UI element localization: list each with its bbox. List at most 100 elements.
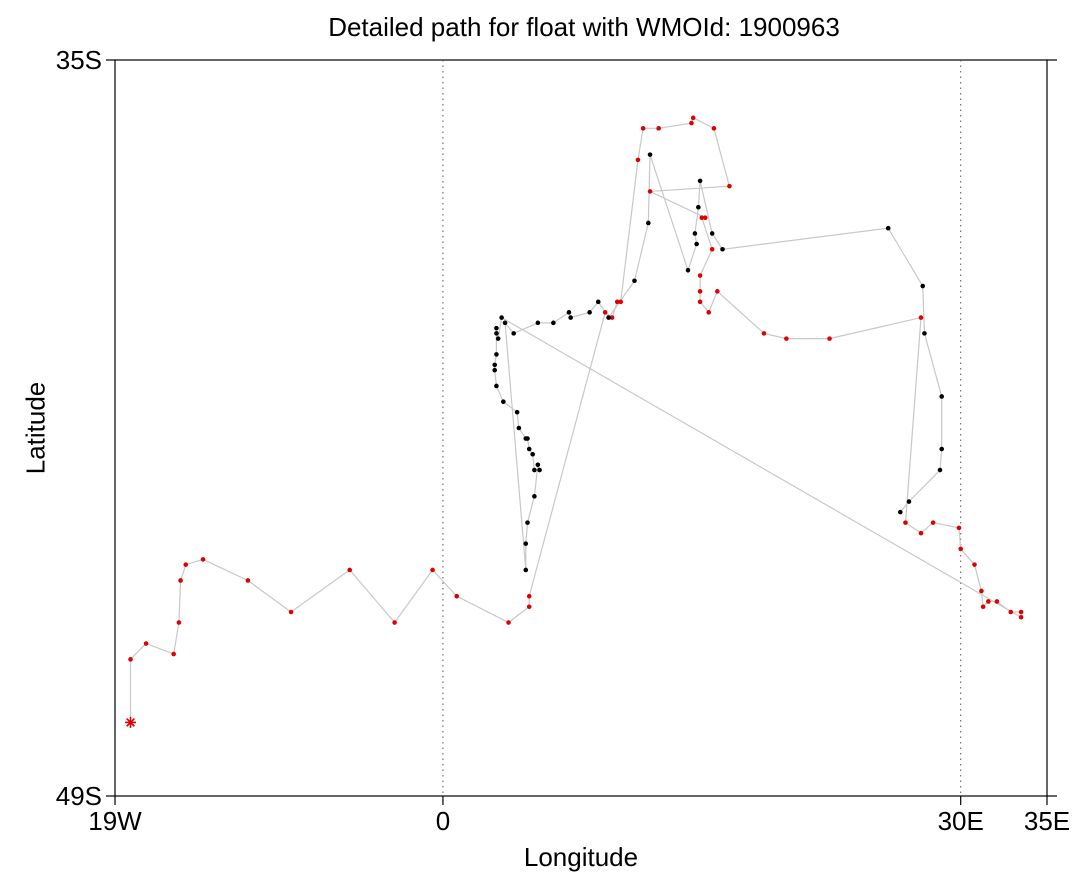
float-position-point: [930, 520, 936, 525]
float-position-point: [143, 641, 149, 646]
float-position-point: [918, 315, 924, 320]
float-position-point: [784, 336, 789, 341]
float-position-point: [502, 320, 508, 326]
float-position-point: [392, 620, 397, 625]
float-position-point: [980, 604, 986, 610]
float-position-point: [614, 299, 620, 305]
float-position-point: [727, 183, 732, 189]
float-position-point: [494, 325, 499, 331]
float-position-point: [618, 299, 623, 305]
float-position-point: [609, 315, 615, 320]
float-position-point: [1018, 609, 1024, 615]
float-position-point: [525, 520, 530, 525]
float-position-point: [903, 520, 908, 525]
y-tick-label: 49S: [56, 781, 102, 811]
float-position-point: [595, 299, 601, 305]
x-axis-label: Longitude: [523, 842, 639, 872]
float-position-point: [692, 231, 698, 236]
float-position-point: [526, 446, 532, 452]
float-position-point: [566, 310, 572, 315]
float-track-line: [129, 116, 1022, 723]
float-position-point: [530, 451, 535, 457]
float-position-point: [709, 231, 715, 236]
axis-ticks: [106, 59, 1048, 805]
float-position-point: [532, 494, 537, 499]
float-position-point: [697, 289, 703, 294]
chart-title: Detailed path for float with WMOId: 1900…: [328, 12, 840, 42]
float-position-point: [523, 567, 529, 573]
float-position-point: [430, 567, 435, 573]
float-position-point: [696, 204, 701, 210]
float-position-point: [526, 604, 532, 610]
x-tick-label: 0: [436, 806, 450, 836]
deployment-asterisk-stroke: [126, 717, 135, 727]
float-position-point: [937, 467, 943, 473]
float-position-point: [178, 578, 183, 583]
float-position-point: [245, 578, 251, 583]
float-position-point: [979, 588, 984, 594]
float-position-point: [697, 273, 703, 278]
tick-labels: 19W 0 30E 35E 35S 49S: [56, 45, 1070, 836]
float-position-point: [640, 126, 646, 131]
float-position-point: [499, 315, 504, 320]
float-position-point: [715, 289, 720, 294]
float-position-point: [994, 599, 1000, 604]
float-position-point: [635, 157, 641, 163]
float-position-point: [972, 562, 977, 567]
float-position-point: [706, 310, 712, 315]
float-position-point: [176, 620, 182, 625]
float-position-point: [709, 246, 715, 252]
float-position-point: [647, 189, 653, 194]
float-position-point: [1018, 614, 1024, 620]
float-position-point: [514, 409, 520, 415]
float-position-point: [632, 278, 637, 284]
float-position-point: [171, 651, 176, 657]
float-position-point: [288, 609, 294, 615]
float-position-point: [685, 267, 691, 273]
float-position-point: [494, 331, 499, 336]
float-position-point: [492, 367, 498, 373]
float-position-point: [525, 436, 530, 441]
float-position-point: [939, 394, 945, 399]
x-tick-label: 30E: [938, 806, 984, 836]
y-axis-label: Latitude: [20, 381, 51, 475]
float-position-point: [537, 467, 542, 473]
float-position-point: [689, 120, 694, 126]
float-position-point: [897, 509, 903, 515]
y-tick-label: 35S: [56, 45, 102, 75]
float-position-point: [506, 620, 511, 625]
float-position-point: [347, 567, 353, 573]
float-position-point: [535, 462, 541, 468]
deployment-marker: [125, 716, 137, 728]
float-position-point: [495, 336, 501, 341]
float-position-point: [656, 126, 661, 131]
x-tick-label: 19W: [88, 806, 142, 836]
float-position-point: [200, 557, 206, 562]
x-tick-label: 35E: [1024, 806, 1070, 836]
float-position-point: [516, 425, 522, 431]
float-position-point: [183, 562, 189, 567]
float-position-point: [697, 299, 703, 305]
plot-frame: [114, 59, 1048, 797]
float-position-point: [906, 499, 912, 504]
float-position-point: [606, 315, 611, 320]
float-position-point: [587, 310, 592, 315]
float-position-point: [492, 362, 498, 368]
float-position-point: [711, 126, 717, 131]
float-position-point: [702, 215, 708, 221]
float-position-point: [532, 467, 537, 473]
float-position-point: [568, 315, 573, 320]
float-position-point: [494, 352, 499, 357]
float-position-point: [501, 399, 506, 405]
float-position-point: [690, 115, 696, 121]
float-position-point: [454, 593, 460, 599]
float-position-point: [511, 331, 516, 336]
float-position-point: [920, 283, 926, 289]
float-position-point: [958, 546, 964, 552]
float-position-point: [602, 310, 608, 315]
float-position-point: [551, 320, 556, 326]
float-position-point: [956, 525, 962, 531]
float-position-point: [720, 246, 725, 252]
float-position-point: [523, 541, 529, 546]
